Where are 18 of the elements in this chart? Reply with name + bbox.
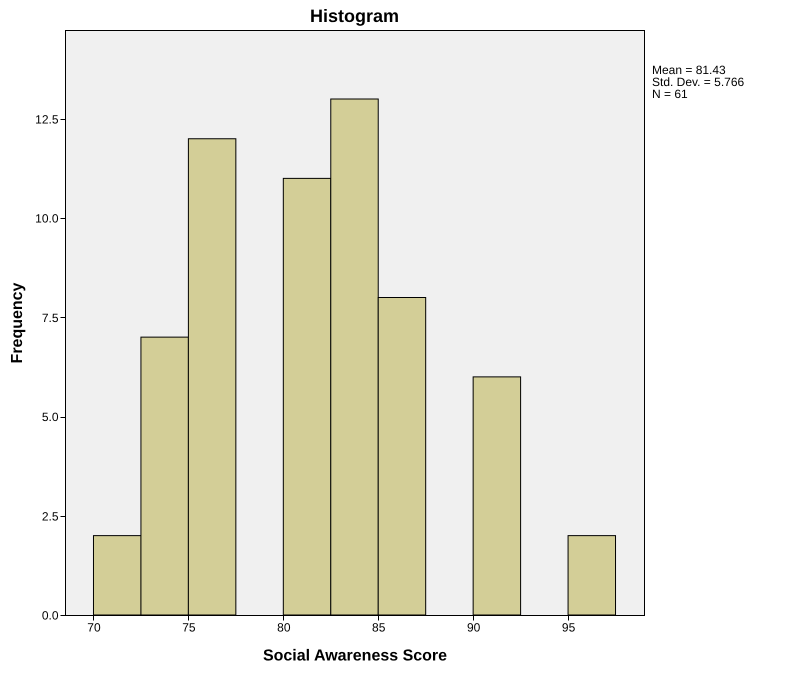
x-tick-label: 90 <box>466 620 481 634</box>
y-tick-label: 2.5 <box>42 509 59 524</box>
chart-title: Histogram <box>310 6 400 26</box>
y-tick-label: 7.5 <box>42 310 59 325</box>
x-tick-label: 70 <box>87 620 101 634</box>
y-tick-label: 12.5 <box>35 112 59 126</box>
text: Mean = 81.43 <box>652 63 726 77</box>
x-tick-label: 80 <box>277 620 291 634</box>
x-axis-title: Social Awareness Score <box>262 648 448 664</box>
y-axis-title: Frequency <box>9 282 26 364</box>
y-tick-label: 10.0 <box>35 212 59 226</box>
y-tick-label: 0.0 <box>42 608 59 622</box>
x-tick-label: 95 <box>562 620 576 634</box>
text: Std. Dev. = 5.766 <box>652 75 744 89</box>
x-tick-label: 85 <box>372 620 386 634</box>
y-tick-label: 5.0 <box>42 410 59 424</box>
x-tick-label: 75 <box>182 620 196 634</box>
text: N = 61 <box>652 87 688 101</box>
